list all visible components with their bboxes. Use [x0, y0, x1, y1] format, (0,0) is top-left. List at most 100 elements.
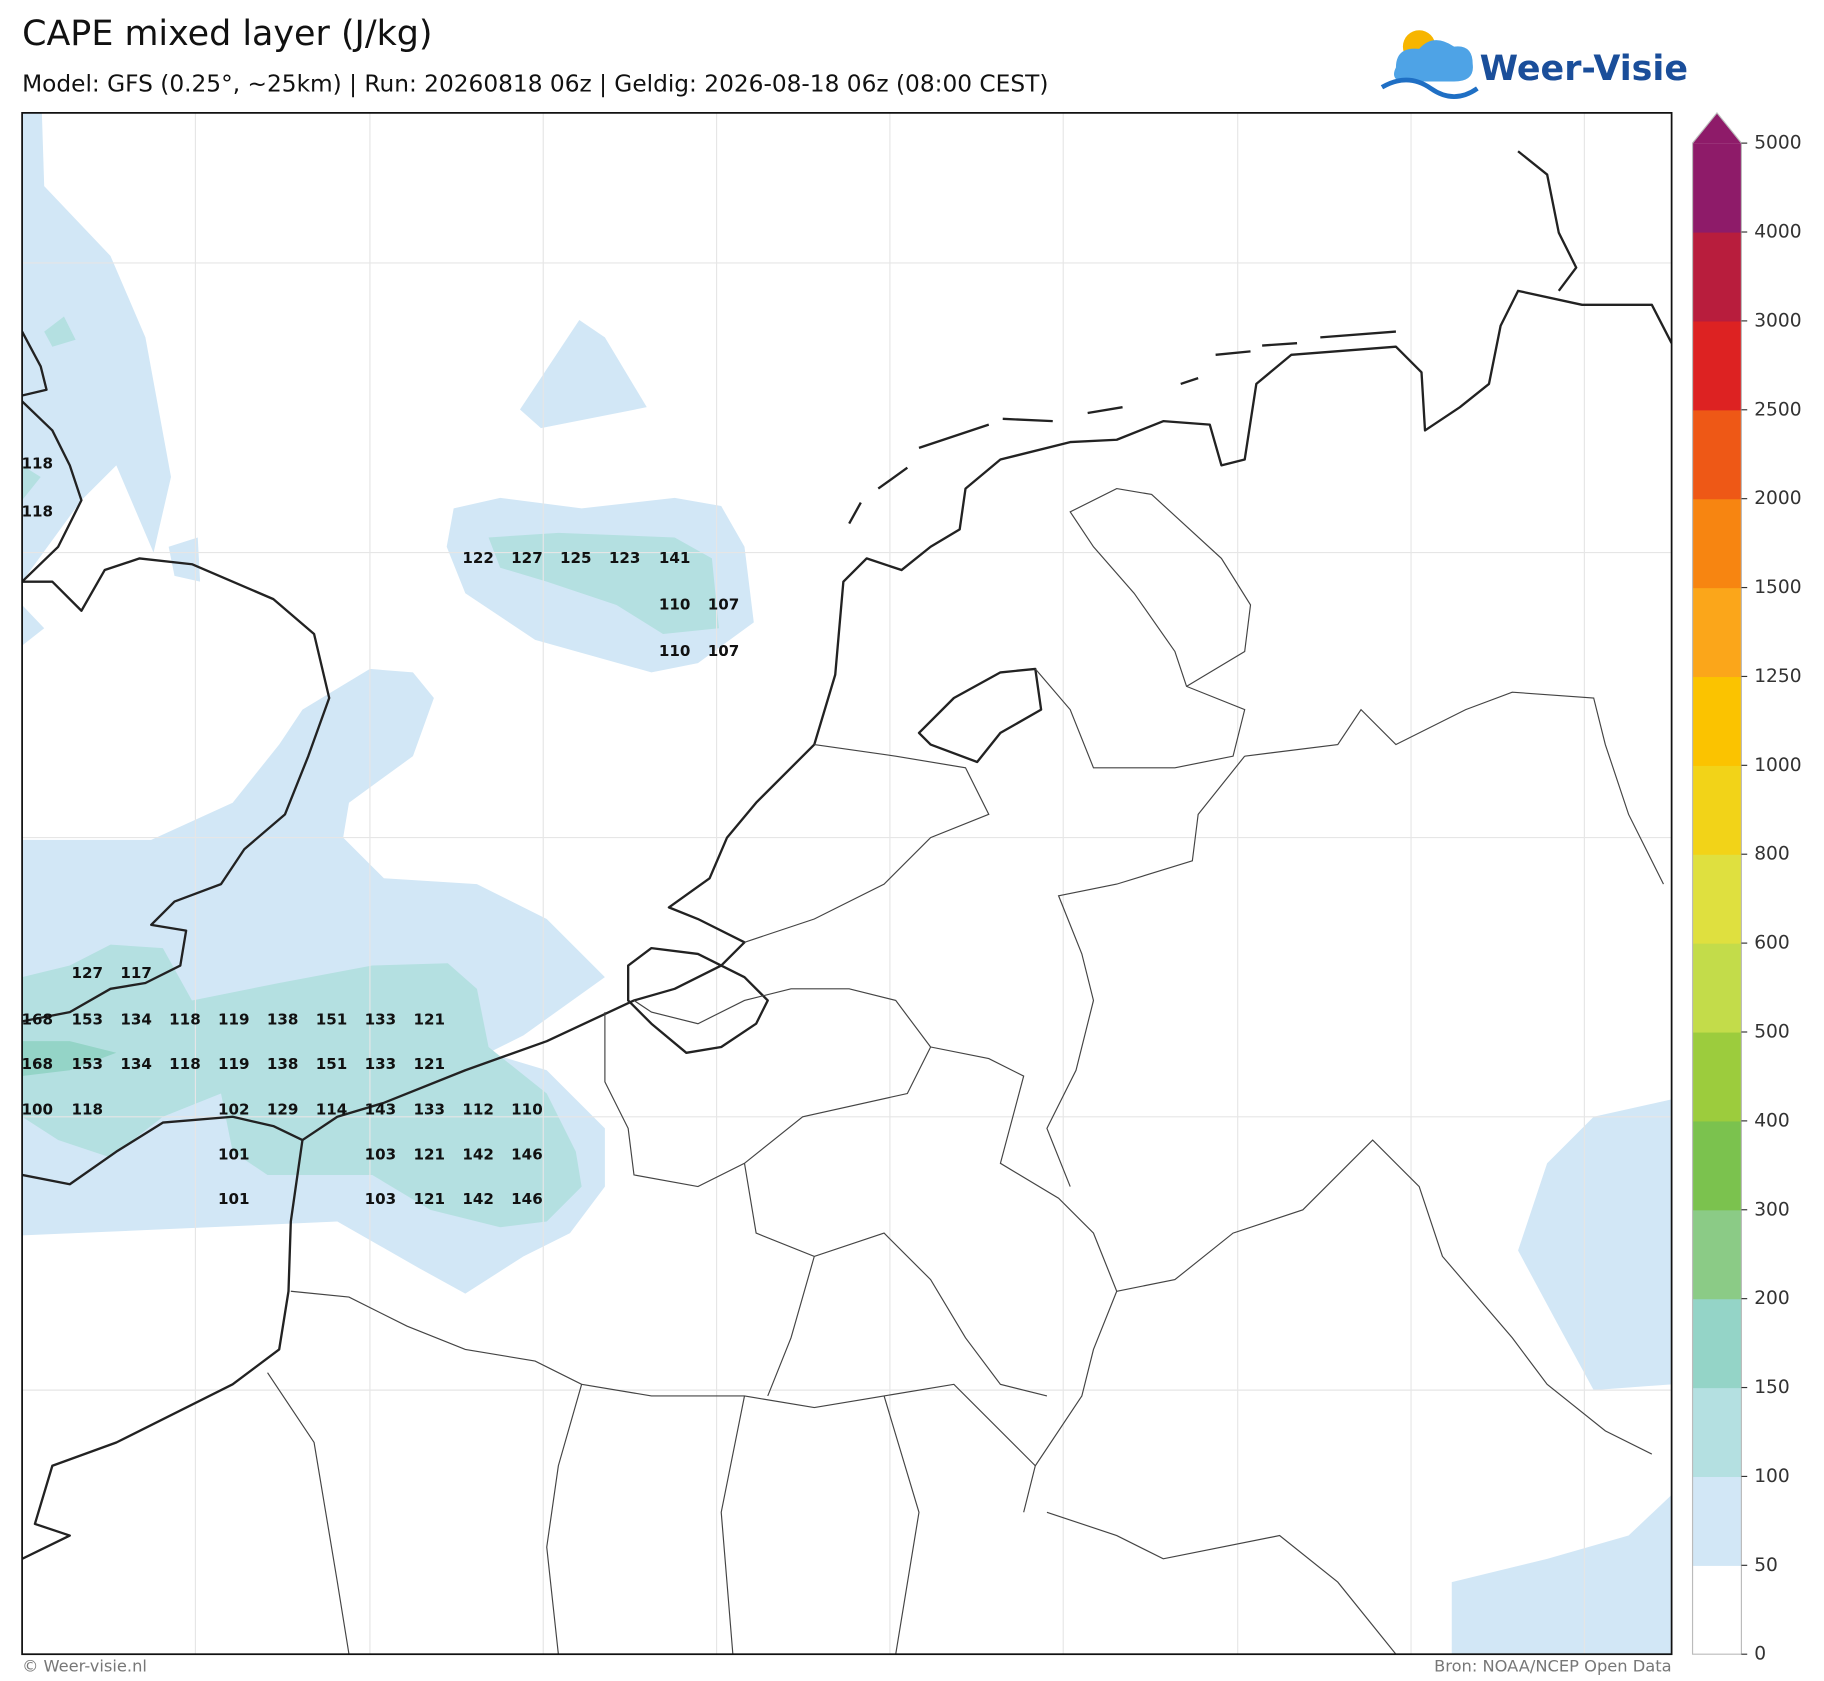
value-label: 101	[218, 1190, 250, 1208]
colorbar-segment	[1692, 1476, 1742, 1566]
value-label: 141	[659, 549, 691, 567]
cape-100-150	[22, 316, 719, 1228]
colorbar-frame	[1691, 111, 1742, 1655]
value-label: 138	[267, 1055, 299, 1073]
value-label: 119	[218, 1055, 250, 1073]
cape-150-200	[22, 1041, 117, 1077]
colorbar-tick-label: 400	[1754, 1110, 1790, 1131]
colorbar-segment	[1692, 1209, 1742, 1300]
footer-left: © Weer-visie.nl	[22, 1657, 147, 1676]
value-label: 133	[365, 1055, 397, 1073]
value-label: 121	[413, 1146, 445, 1164]
value-label: 146	[511, 1146, 543, 1164]
colorbar-tick-label: 2500	[1754, 399, 1801, 420]
value-label: 127	[511, 549, 543, 567]
colorbar-segment	[1692, 498, 1742, 589]
colorbar-segment	[1692, 409, 1742, 500]
colorbar-segment	[1692, 765, 1742, 855]
colorbar-segment	[1692, 943, 1742, 1033]
value-label: 133	[365, 1011, 397, 1029]
colorbar-tick-label: 300	[1754, 1199, 1790, 1220]
value-label: 168	[21, 1055, 53, 1073]
value-label: 118	[169, 1055, 201, 1073]
colorbar-segment	[1692, 587, 1742, 678]
logo-wave	[1380, 77, 1479, 99]
value-label: 151	[316, 1055, 348, 1073]
colorbar-tick-label: 4000	[1754, 222, 1801, 243]
colorbar-segment	[1692, 676, 1742, 766]
colorbar-tick-label: 50	[1754, 1555, 1778, 1576]
colorbar-tick-label: 5000	[1754, 133, 1801, 154]
value-label: 125	[560, 549, 592, 567]
value-label: 133	[413, 1100, 445, 1118]
value-label: 142	[462, 1146, 494, 1164]
borders	[267, 488, 1664, 1655]
colorbar-tick-label: 3000	[1754, 310, 1801, 331]
value-label: 129	[267, 1100, 299, 1118]
colorbar-segment	[1692, 232, 1742, 322]
value-label: 142	[462, 1190, 494, 1208]
value-label: 153	[71, 1011, 103, 1029]
colorbar-segment	[1692, 854, 1742, 944]
value-label: 122	[462, 549, 494, 567]
logo-cloud	[1393, 40, 1473, 82]
colorbar-segment	[1692, 143, 1742, 233]
colorbar-tick-label: 600	[1754, 933, 1790, 954]
value-label: 110	[511, 1100, 543, 1118]
value-label: 121	[413, 1055, 445, 1073]
value-label: 117	[120, 964, 152, 982]
colorbar-segment	[1692, 1031, 1742, 1122]
value-label: 134	[120, 1055, 152, 1073]
colorbar-segment	[1692, 1387, 1742, 1478]
value-label: 121	[413, 1190, 445, 1208]
value-label: 103	[365, 1190, 397, 1208]
value-label: 119	[218, 1011, 250, 1029]
value-label: 100	[21, 1100, 53, 1118]
value-label: 138	[267, 1011, 299, 1029]
value-label: 123	[609, 549, 641, 567]
value-label: 118	[169, 1011, 201, 1029]
value-label: 143	[365, 1100, 397, 1118]
value-label: 107	[708, 642, 740, 660]
colorbar-segment	[1692, 320, 1742, 411]
colorbar-tick-label: 1250	[1754, 666, 1801, 687]
value-label: 110	[659, 595, 691, 613]
value-label: 101	[218, 1146, 250, 1164]
colorbar-tick-label: 500	[1754, 1021, 1790, 1042]
subtitle: Model: GFS (0.25°, ~25km) | Run: 2026081…	[22, 70, 1048, 97]
colorbar-segment	[1692, 1120, 1742, 1211]
colorbar-segment	[1692, 1565, 1742, 1655]
graticule	[22, 112, 1672, 1655]
value-label: 146	[511, 1190, 543, 1208]
value-label: 118	[21, 502, 53, 520]
title: CAPE mixed layer (J/kg)	[22, 14, 432, 54]
colorbar-tick-label: 0	[1754, 1644, 1766, 1665]
value-label: 102	[218, 1100, 250, 1118]
value-label: 118	[71, 1100, 103, 1118]
value-label: 153	[71, 1055, 103, 1073]
colorbar-tick-label: 1000	[1754, 755, 1801, 776]
value-label: 118	[21, 455, 53, 473]
value-labels: 118 118 122 127 125 123 141 110 107 110 107 127 117 1…	[21, 455, 740, 1208]
value-label: 114	[316, 1100, 348, 1118]
colorbar: 0 50 100 150 200 300 400 500 600 800 1000 1250 1500 2…	[1691, 111, 1802, 1665]
colorbar-segment	[1692, 1298, 1742, 1389]
value-label: 151	[316, 1011, 348, 1029]
colorbar-tick-label: 200	[1754, 1288, 1790, 1309]
value-label: 168	[21, 1011, 53, 1029]
logo: Weer-Visie	[1380, 30, 1688, 99]
value-label: 107	[708, 595, 740, 613]
map: 118 118 122 127 125 123 141 110 107 110 107 127 117 1…	[21, 112, 1672, 1655]
value-label: 127	[71, 964, 103, 982]
logo-text: Weer-Visie	[1480, 49, 1688, 89]
value-label: 103	[365, 1146, 397, 1164]
footer-right: Bron: NOAA/NCEP Open Data	[1434, 1657, 1672, 1676]
coastlines	[22, 150, 1672, 1560]
map-frame	[21, 112, 1673, 1656]
value-label: 134	[120, 1011, 152, 1029]
colorbar-tick-label: 100	[1754, 1466, 1790, 1487]
value-label: 112	[462, 1100, 494, 1118]
colorbar-tick-label: 2000	[1754, 488, 1801, 509]
